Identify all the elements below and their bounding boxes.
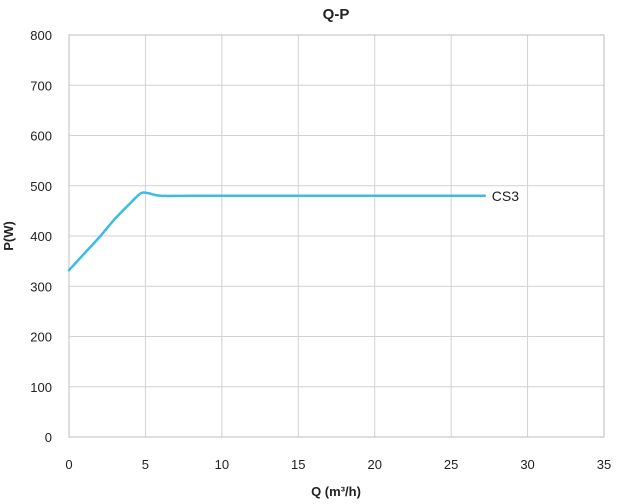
x-axis-title: Q (m³/h) (311, 484, 361, 499)
y-tick-label: 500 (30, 179, 52, 194)
y-axis-ticks: 0 100 200 300 400 500 600 700 800 (30, 28, 52, 445)
x-tick-label: 30 (520, 457, 534, 472)
y-tick-label: 700 (30, 78, 52, 93)
x-axis-ticks: 0 5 10 15 20 25 30 35 (65, 457, 611, 472)
grid (69, 35, 604, 437)
x-tick-label: 5 (142, 457, 149, 472)
series-label: CS3 (492, 188, 519, 204)
x-tick-label: 35 (597, 457, 611, 472)
x-tick-label: 10 (215, 457, 229, 472)
y-tick-label: 0 (45, 430, 52, 445)
x-tick-label: 0 (65, 457, 72, 472)
y-tick-label: 600 (30, 129, 52, 144)
series-group: CS3 (67, 188, 519, 272)
y-axis-title: P(W) (1, 221, 16, 251)
x-tick-label: 25 (444, 457, 458, 472)
y-tick-label: 800 (30, 28, 52, 43)
y-tick-label: 100 (30, 380, 52, 395)
chart-title: Q-P (323, 6, 350, 23)
series-line-cs3 (67, 191, 487, 272)
plot-frame (68, 34, 605, 438)
x-tick-label: 20 (367, 457, 381, 472)
y-tick-label: 200 (30, 330, 52, 345)
x-tick-label: 15 (291, 457, 305, 472)
y-tick-label: 300 (30, 279, 52, 294)
y-tick-label: 400 (30, 229, 52, 244)
